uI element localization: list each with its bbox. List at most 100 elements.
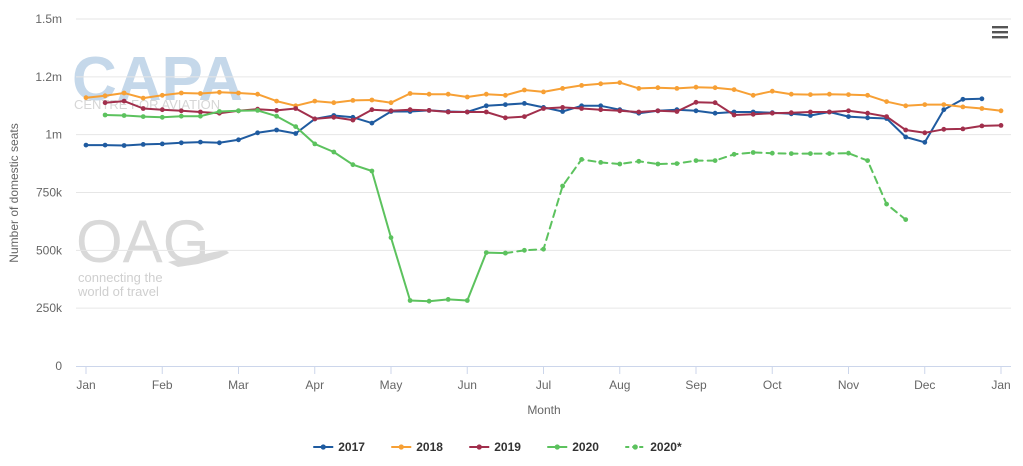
- data-point[interactable]: [846, 92, 851, 97]
- data-point[interactable]: [178, 90, 184, 96]
- legend-item[interactable]: 2020*: [625, 440, 682, 454]
- data-point[interactable]: [731, 87, 737, 92]
- data-point[interactable]: [140, 142, 146, 147]
- data-point[interactable]: [941, 126, 947, 132]
- data-point[interactable]: [407, 107, 413, 113]
- data-point[interactable]: [369, 107, 375, 113]
- data-point[interactable]: [827, 91, 832, 97]
- legend-item[interactable]: 2017: [313, 440, 365, 454]
- data-point[interactable]: [979, 106, 985, 111]
- data-point[interactable]: [102, 100, 108, 106]
- data-point[interactable]: [865, 92, 870, 98]
- data-point[interactable]: [579, 83, 584, 88]
- data-point[interactable]: [407, 298, 413, 303]
- data-point[interactable]: [579, 157, 584, 162]
- data-point[interactable]: [388, 108, 394, 114]
- data-point[interactable]: [159, 107, 165, 113]
- data-point[interactable]: [159, 141, 165, 147]
- data-point[interactable]: [998, 108, 1004, 114]
- data-point[interactable]: [617, 161, 623, 167]
- data-point[interactable]: [198, 113, 203, 119]
- data-point[interactable]: [750, 92, 756, 98]
- data-point[interactable]: [274, 113, 279, 119]
- data-point[interactable]: [464, 94, 470, 100]
- data-point[interactable]: [445, 109, 451, 115]
- data-point[interactable]: [503, 92, 508, 98]
- data-point[interactable]: [808, 113, 813, 118]
- data-point[interactable]: [293, 131, 299, 136]
- data-point[interactable]: [483, 103, 489, 109]
- data-point[interactable]: [121, 90, 127, 96]
- data-point[interactable]: [674, 86, 680, 91]
- data-point[interactable]: [731, 151, 737, 157]
- data-point[interactable]: [941, 102, 947, 107]
- data-point[interactable]: [293, 124, 299, 129]
- data-point[interactable]: [903, 103, 909, 109]
- data-point[interactable]: [617, 108, 623, 114]
- data-point[interactable]: [102, 142, 108, 148]
- data-point[interactable]: [865, 110, 870, 116]
- data-point[interactable]: [159, 92, 165, 98]
- data-point[interactable]: [750, 111, 756, 117]
- data-point[interactable]: [808, 109, 813, 115]
- data-point[interactable]: [846, 108, 851, 114]
- data-point[interactable]: [255, 91, 260, 97]
- data-point[interactable]: [922, 102, 928, 107]
- data-point[interactable]: [522, 87, 527, 93]
- data-point[interactable]: [979, 96, 985, 102]
- data-point[interactable]: [693, 108, 699, 114]
- data-point[interactable]: [674, 161, 680, 167]
- data-point[interactable]: [274, 108, 279, 113]
- data-point[interactable]: [83, 95, 89, 101]
- data-point[interactable]: [140, 106, 146, 111]
- data-point[interactable]: [83, 142, 89, 148]
- data-point[interactable]: [579, 106, 584, 111]
- data-point[interactable]: [655, 108, 661, 114]
- data-point[interactable]: [445, 297, 451, 302]
- data-point[interactable]: [693, 99, 699, 105]
- data-point[interactable]: [217, 89, 222, 95]
- data-point[interactable]: [731, 112, 737, 118]
- data-point[interactable]: [903, 217, 909, 223]
- data-point[interactable]: [369, 120, 375, 126]
- data-point[interactable]: [522, 114, 527, 119]
- data-point[interactable]: [483, 250, 489, 256]
- data-point[interactable]: [121, 143, 127, 148]
- data-point[interactable]: [808, 151, 813, 157]
- data-point[interactable]: [350, 98, 356, 103]
- data-point[interactable]: [178, 140, 184, 146]
- data-point[interactable]: [293, 106, 299, 111]
- data-point[interactable]: [693, 158, 699, 164]
- data-point[interactable]: [140, 114, 146, 119]
- data-point[interactable]: [464, 109, 470, 115]
- data-point[interactable]: [693, 84, 699, 90]
- data-point[interactable]: [712, 110, 718, 116]
- data-point[interactable]: [884, 99, 889, 104]
- legend-item[interactable]: 2020: [547, 440, 599, 454]
- data-point[interactable]: [960, 104, 966, 110]
- data-point[interactable]: [407, 91, 413, 96]
- data-point[interactable]: [865, 158, 870, 164]
- data-point[interactable]: [541, 89, 546, 95]
- data-point[interactable]: [560, 86, 565, 91]
- data-point[interactable]: [331, 149, 337, 155]
- data-point[interactable]: [274, 127, 279, 133]
- data-point[interactable]: [178, 113, 184, 119]
- data-point[interactable]: [922, 139, 928, 145]
- data-point[interactable]: [674, 109, 680, 114]
- data-point[interactable]: [198, 91, 203, 96]
- data-point[interactable]: [598, 81, 604, 87]
- data-point[interactable]: [865, 115, 870, 121]
- data-point[interactable]: [541, 246, 546, 252]
- data-point[interactable]: [960, 126, 966, 132]
- data-point[interactable]: [102, 93, 108, 99]
- data-point[interactable]: [331, 114, 337, 120]
- data-point[interactable]: [198, 139, 203, 145]
- data-point[interactable]: [503, 250, 508, 256]
- data-point[interactable]: [903, 127, 909, 133]
- data-point[interactable]: [312, 141, 318, 147]
- data-point[interactable]: [979, 123, 985, 129]
- data-point[interactable]: [217, 109, 222, 114]
- data-point[interactable]: [884, 201, 889, 207]
- legend-item[interactable]: 2018: [391, 440, 443, 454]
